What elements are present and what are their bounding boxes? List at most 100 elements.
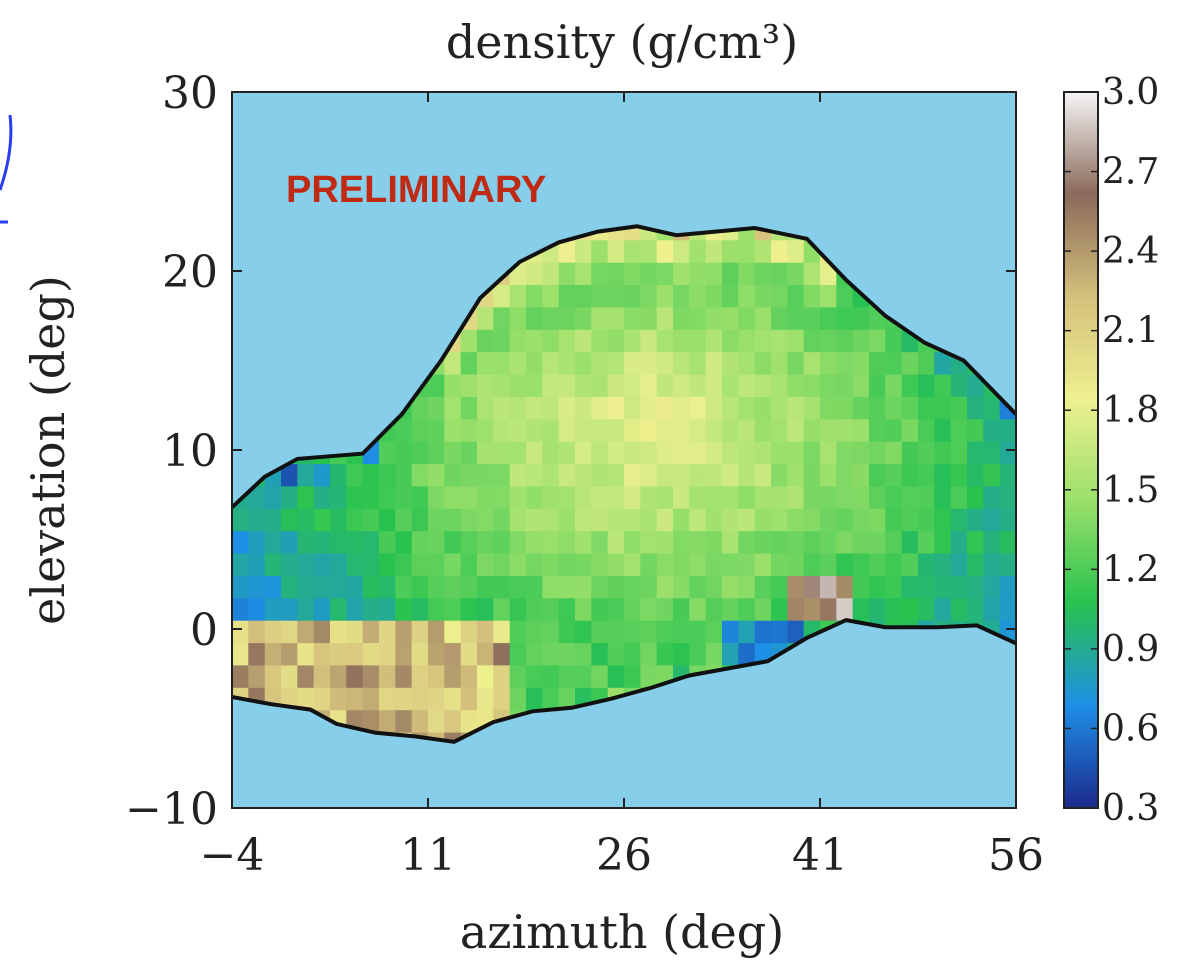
heatmap-cell-635: [771, 329, 788, 353]
heatmap-cell-446: [624, 239, 641, 263]
heatmap-cell-418: [607, 373, 625, 397]
heatmap-cell-463: [640, 373, 658, 397]
heatmap-cell-212: [460, 552, 478, 576]
heatmap-cell-843: [983, 441, 1001, 465]
heatmap-cell-251: [493, 620, 511, 644]
heatmap-cell-678: [803, 262, 821, 285]
heatmap-cell-265: [493, 306, 511, 330]
heatmap-cell-549: [705, 373, 723, 397]
heatmap-cell-511: [673, 284, 690, 308]
heatmap-cell-409: [607, 575, 625, 599]
heatmap-cell-647: [787, 508, 805, 532]
heatmap-cell-717: [852, 597, 870, 621]
heatmap-cell-441: [624, 351, 641, 375]
heatmap-cell-700: [836, 597, 854, 621]
heatmap-cell-280: [509, 441, 527, 465]
heatmap-cell-837: [983, 575, 1001, 599]
heatmap-cell-516: [689, 642, 707, 666]
heatmap-cell-244: [477, 306, 494, 330]
heatmap-cell-151: [411, 709, 429, 733]
heatmap-cell-143: [395, 530, 413, 554]
heatmap-cell-434: [624, 508, 641, 532]
heatmap-cell-18: [248, 552, 266, 576]
heatmap-cell-167: [428, 731, 445, 742]
heatmap-cell-606: [754, 508, 772, 532]
heatmap-cell-795: [934, 575, 952, 599]
heatmap-cell-682: [820, 597, 837, 621]
heatmap-cell-696: [820, 284, 837, 308]
heatmap-cell-3: [232, 642, 249, 666]
heatmap-cell-179: [428, 463, 445, 487]
heatmap-cell-155: [411, 620, 429, 644]
heatmap-cell-195: [444, 508, 462, 532]
heatmap-cell-330: [542, 306, 560, 330]
heatmap-cell-791: [918, 351, 935, 375]
heatmap-cell-524: [689, 463, 707, 487]
heatmap-cell-703: [836, 530, 854, 554]
heatmap-cell-499: [673, 552, 690, 576]
heatmap-cell-349: [558, 396, 576, 420]
heatmap-cell-529: [689, 351, 707, 375]
heatmap-cell-812: [950, 508, 968, 532]
heatmap-cell-193: [444, 552, 462, 576]
heatmap-cell-183: [428, 373, 445, 397]
heatmap-cell-845: [983, 396, 1001, 420]
heatmap-cell-566: [722, 463, 739, 487]
heatmap-cell-176: [428, 530, 445, 554]
heatmap-cell-736: [869, 552, 886, 576]
heatmap-cell-188: [444, 664, 462, 688]
heatmap-cell-789: [918, 396, 935, 420]
heatmap-cell-344: [558, 508, 576, 532]
heatmap-cell-427: [624, 664, 641, 688]
heatmap-cell-712: [836, 329, 854, 353]
heatmap-cell-439: [624, 396, 641, 420]
heatmap-cell-553: [705, 284, 723, 308]
heatmap-cell-81: [330, 597, 347, 621]
heatmap-cell-768: [901, 530, 919, 554]
heatmap-cell-587: [738, 463, 756, 487]
colorbar-tick-label: 2.1: [1102, 311, 1159, 352]
x-tick-label: 41: [792, 830, 848, 881]
heatmap-cell-504: [673, 441, 690, 465]
heatmap-cell-178: [428, 485, 445, 509]
heatmap-cell-305: [526, 373, 543, 397]
heatmap-cell-672: [803, 396, 821, 420]
heatmap-cell-40: [281, 620, 298, 644]
heatmap-cell-505: [673, 418, 690, 442]
heatmap-cell-482: [656, 441, 674, 465]
heatmap-cell-622: [771, 620, 788, 644]
heatmap-cell-565: [722, 485, 739, 509]
heatmap-cell-379: [575, 239, 592, 263]
heatmap-cell-688: [820, 463, 837, 487]
heatmap-cell-754: [885, 508, 903, 532]
heatmap-cell-466: [640, 306, 658, 330]
heatmap-cell-4: [232, 620, 249, 644]
heatmap-cell-610: [754, 418, 772, 442]
heatmap-cell-78: [330, 664, 347, 688]
heatmap-cell-158: [411, 552, 429, 576]
heatmap-cell-658: [787, 262, 805, 285]
heatmap-cell-438: [624, 418, 641, 442]
y-tick-label: 20: [162, 247, 218, 298]
heatmap-cell-120: [379, 687, 396, 711]
heatmap-cell-13: [248, 664, 266, 688]
heatmap-cell-636: [771, 306, 788, 330]
heatmap-cell-236: [477, 485, 494, 509]
heatmap-cell-560: [722, 597, 739, 621]
heatmap-cell-827: [967, 485, 984, 509]
heatmap-cell-639: [771, 239, 788, 263]
heatmap-cell-608: [754, 463, 772, 487]
heatmap-cell-17: [248, 575, 266, 599]
heatmap-cell-140: [395, 597, 413, 621]
heatmap-cell-480: [656, 485, 674, 509]
heatmap-cell-258: [493, 463, 511, 487]
heatmap-cell-324: [542, 441, 560, 465]
heatmap-cell-80: [330, 620, 347, 644]
heatmap-cell-558: [722, 642, 739, 666]
heatmap-cell-92: [346, 664, 364, 688]
heatmap-cell-57: [297, 530, 315, 554]
heatmap-cell-708: [836, 418, 854, 442]
heatmap-cell-65: [313, 642, 331, 666]
heatmap-cell-508: [673, 351, 690, 375]
heatmap-cell-26: [264, 642, 282, 666]
